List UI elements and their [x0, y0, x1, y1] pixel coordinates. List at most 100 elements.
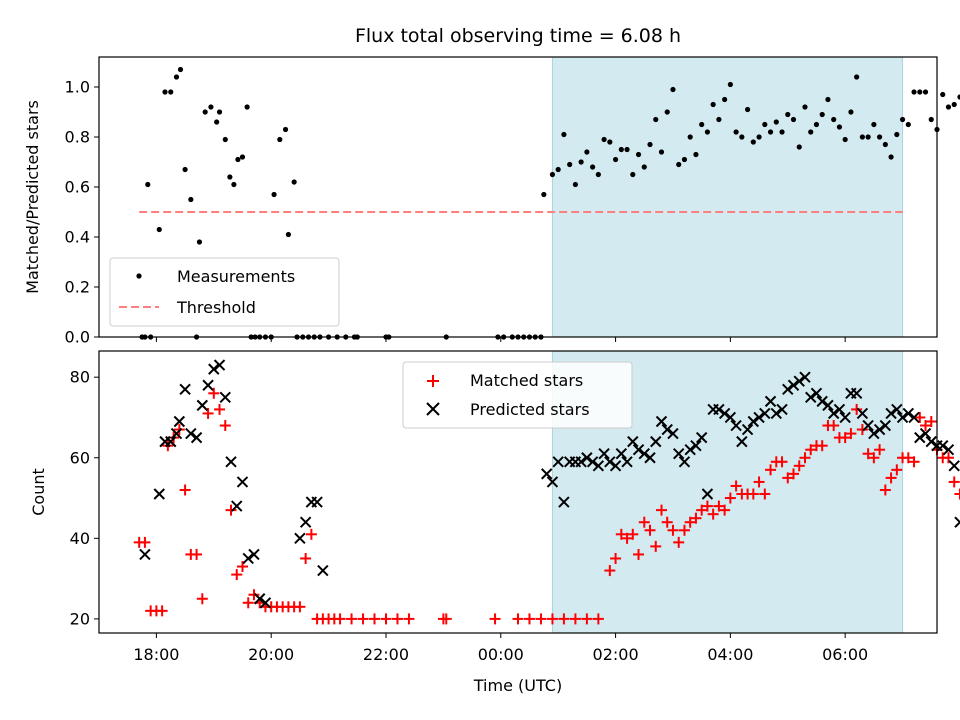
- predicted-star-point: [254, 593, 266, 605]
- predicted-star-point: [770, 407, 782, 420]
- measurement-point: [595, 171, 601, 178]
- legend-predicted-marker: [426, 402, 440, 416]
- measurement-point: [928, 116, 934, 123]
- matched-star-point: [546, 613, 558, 625]
- predicted-star-point: [868, 427, 880, 440]
- matched-star-point: [942, 452, 954, 464]
- predicted-star-point: [153, 488, 165, 500]
- measurement-point: [541, 191, 547, 198]
- measurement-point: [762, 121, 768, 128]
- matched-star-point: [592, 613, 604, 625]
- measurement-point: [601, 136, 607, 143]
- legend-predicted-label: Predicted stars: [470, 400, 590, 419]
- measurement-point: [590, 164, 596, 170]
- ratio-y-tick-label: 0.8: [65, 128, 90, 147]
- measurement-point: [239, 154, 246, 160]
- matched-star-point: [569, 613, 581, 625]
- predicted-star-point: [782, 383, 794, 395]
- predicted-star-point: [862, 419, 874, 432]
- x-tick-label: 02:00: [593, 645, 639, 664]
- measurement-point: [235, 156, 241, 163]
- ratio-y-tick-label: 0.0: [65, 328, 90, 347]
- predicted-star-point: [294, 532, 306, 545]
- ratio-legend: Measurements Threshold: [109, 257, 340, 327]
- measurement-point: [202, 109, 208, 115]
- matched-star-point: [707, 508, 719, 520]
- ratio-panel: 0.0 0.2 0.4 0.6 0.8 1.0 Matched/Predicted sta…: [23, 56, 960, 347]
- matched-star-point: [440, 613, 452, 625]
- matched-star-point: [839, 432, 851, 444]
- measurement-point: [168, 89, 174, 95]
- predicted-star-point: [827, 407, 840, 420]
- predicted-star-point: [937, 439, 949, 452]
- matched-star-point: [334, 613, 346, 625]
- matched-star-point: [655, 504, 667, 516]
- matched-star-point: [759, 488, 771, 500]
- measurement-point: [767, 129, 774, 135]
- measurement-point: [676, 161, 682, 168]
- measurement-point: [208, 104, 214, 110]
- predicted-star-point: [799, 371, 811, 383]
- matched-star-point: [879, 484, 891, 496]
- matched-star-point: [191, 548, 203, 560]
- predicted-star-point: [165, 435, 177, 448]
- matched-star-point: [214, 403, 226, 415]
- measurement-point: [647, 141, 653, 148]
- measurement-point: [704, 129, 711, 135]
- x-tick-label: 00:00: [478, 645, 524, 664]
- predicted-star-point: [236, 476, 249, 488]
- predicted-star-point: [764, 395, 777, 408]
- predicted-star-point: [196, 399, 209, 412]
- matched-star-point: [391, 613, 403, 625]
- matched-star-point: [633, 548, 645, 560]
- measurement-point: [227, 174, 233, 180]
- measurement-point: [756, 134, 762, 140]
- matched-star-point: [196, 593, 208, 605]
- measurement-point: [882, 141, 888, 148]
- measurement-point: [561, 131, 567, 138]
- predicted-star-point: [673, 448, 685, 460]
- predicted-star-point: [185, 427, 197, 440]
- predicted-star-point: [925, 435, 937, 448]
- measurement-point: [716, 116, 722, 123]
- predicted-star-point: [678, 456, 691, 468]
- predicted-star-point: [604, 456, 616, 468]
- matched-star-point: [684, 516, 696, 528]
- matched-star-point: [489, 613, 501, 625]
- predicted-star-point: [621, 456, 633, 468]
- predicted-star-point: [885, 407, 897, 420]
- matched-star-point: [650, 540, 662, 552]
- measurement-point: [940, 91, 946, 98]
- predicted-star-point: [575, 456, 587, 468]
- matched-star-point: [627, 528, 639, 540]
- counts-y-tick-label: 40: [70, 529, 90, 548]
- measurement-point: [630, 171, 636, 178]
- matched-star-point: [523, 613, 535, 625]
- measurement-point: [802, 104, 808, 110]
- measurement-point: [687, 134, 693, 140]
- matched-star-point: [908, 456, 920, 468]
- predicted-star-point: [231, 500, 243, 512]
- measurement-point: [951, 101, 957, 108]
- measurement-point: [635, 151, 642, 158]
- predicted-star-point: [730, 419, 742, 432]
- matched-star-point: [799, 452, 811, 464]
- measurement-point: [865, 134, 871, 140]
- matched-star-point: [305, 528, 317, 540]
- measurement-point: [831, 116, 837, 123]
- measurement-point: [222, 136, 228, 143]
- counts-panel: 20 40 60 80 18:00 20:00 22:00 00:00 02:00 04:00 0…: [29, 350, 960, 664]
- measurement-point: [653, 116, 659, 123]
- measurement-point: [681, 156, 688, 163]
- measurement-point: [790, 116, 797, 123]
- measurement-point: [182, 166, 188, 173]
- chart-title: Flux total observing time = 6.08 h: [355, 25, 681, 47]
- predicted-star-point: [793, 375, 805, 387]
- ratio-y-tick-label: 0.6: [65, 178, 90, 197]
- predicted-star-point: [724, 411, 737, 424]
- predicted-star-point: [718, 407, 731, 420]
- matched-star-point: [862, 448, 874, 460]
- predicted-star-point: [919, 427, 932, 440]
- matched-star-point: [948, 476, 960, 488]
- predicted-star-point: [753, 411, 765, 424]
